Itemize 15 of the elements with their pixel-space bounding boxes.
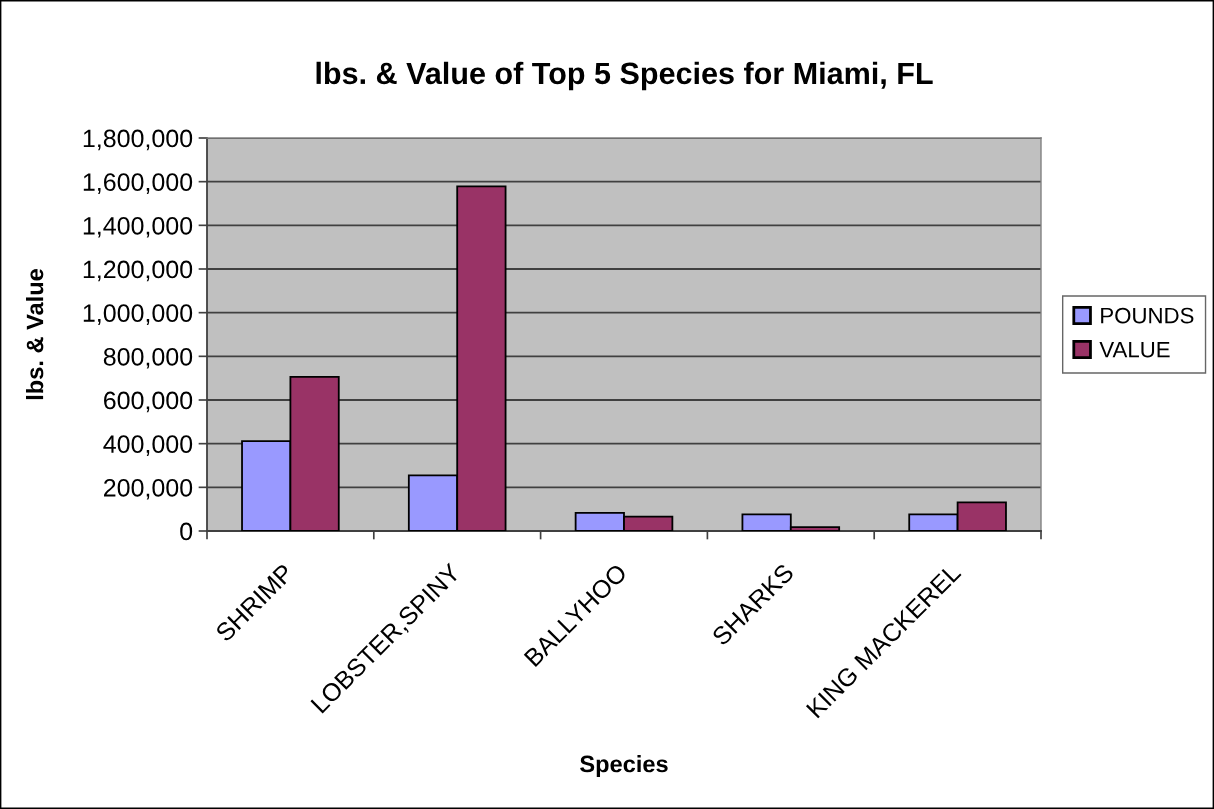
legend-label: POUNDS bbox=[1101, 307, 1194, 324]
y-tick-label: 800,000 bbox=[103, 347, 193, 369]
chart-title: lbs. & Value of Top 5 Species for Miami, FL bbox=[316, 61, 933, 91]
y-tick-label: 1,400,000 bbox=[83, 216, 193, 238]
y-tick-label: 1,000,000 bbox=[83, 304, 193, 325]
y-axis-title: lbs. & Value bbox=[25, 269, 44, 400]
y-tick-label: 1,800,000 bbox=[83, 129, 193, 151]
y-tick-label: 1,600,000 bbox=[83, 173, 193, 194]
y-tick-label: 400,000 bbox=[103, 435, 193, 456]
x-axis-title: Species bbox=[580, 755, 668, 778]
y-tick-label: 1,200,000 bbox=[83, 260, 193, 282]
legend-label: VALUE bbox=[1099, 341, 1170, 358]
y-tick-label: 200,000 bbox=[104, 478, 193, 500]
y-tick-label: 0 bbox=[180, 522, 193, 541]
y-tick-label: 600,000 bbox=[104, 391, 193, 413]
